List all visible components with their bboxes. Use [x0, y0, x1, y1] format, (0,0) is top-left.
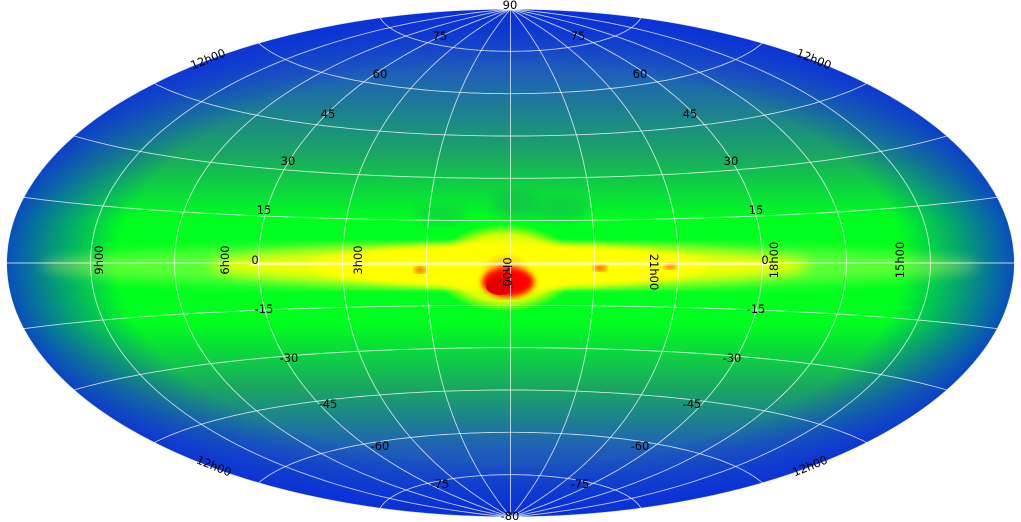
lat-label-right-75: 75: [571, 29, 586, 43]
lat-label-left-minus75: -75: [431, 477, 450, 491]
lat-label-left-75: 75: [433, 29, 448, 43]
ra-label-0h: 0h00: [500, 257, 514, 286]
lat-label-right-minus45: -45: [683, 397, 702, 411]
meridian-line: [510, 8, 763, 518]
meridian-line: [426, 8, 511, 518]
meridian-line: [510, 8, 595, 518]
lat-label-right-60: 60: [633, 67, 648, 81]
ra-label-6h: 6h00: [218, 245, 232, 274]
map-border: [6, 8, 1015, 518]
lat-label-right-15: 15: [749, 203, 764, 217]
meridian-line: [510, 8, 931, 518]
graticule: [6, 8, 1015, 518]
lat-label-left-60: 60: [373, 67, 388, 81]
meridian-line: [510, 8, 679, 518]
lat-label-right-minus60: -60: [631, 439, 650, 453]
lat-label-left-minus45: -45: [319, 397, 338, 411]
north-pole-label: 90: [503, 0, 518, 12]
lat-label-left-30: 30: [281, 154, 296, 168]
lat-label-right-minus30: -30: [723, 351, 742, 365]
lat-label-left-minus15: -15: [255, 302, 274, 316]
lat-label-left-minus60: -60: [371, 439, 390, 453]
meridian-line: [510, 8, 847, 518]
ra-label-9h: 9h00: [92, 245, 106, 274]
ra-label-3h: 3h00: [351, 245, 365, 274]
meridian-line: [90, 8, 511, 518]
lat-label-right-30: 30: [724, 154, 739, 168]
lat-label-right-minus75: -75: [571, 477, 590, 491]
lat-label-right-0: 0: [761, 253, 768, 267]
meridian-line: [342, 8, 511, 518]
ra-label-21h: 21h00: [647, 254, 661, 291]
lat-label-right-minus15: -15: [747, 302, 766, 316]
lat-label-left-0: 0: [251, 253, 258, 267]
ra-label-15h: 15h00: [893, 242, 907, 279]
lat-label-right-45: 45: [683, 107, 698, 121]
lat-label-left-15: 15: [257, 203, 272, 217]
meridian-line: [174, 8, 511, 518]
meridian-line: [258, 8, 511, 518]
lat-label-left-45: 45: [321, 107, 336, 121]
ra-label-18h: 18h00: [767, 242, 781, 279]
south-pole-label: -80: [501, 509, 520, 522]
lat-label-left-minus30: -30: [280, 351, 299, 365]
